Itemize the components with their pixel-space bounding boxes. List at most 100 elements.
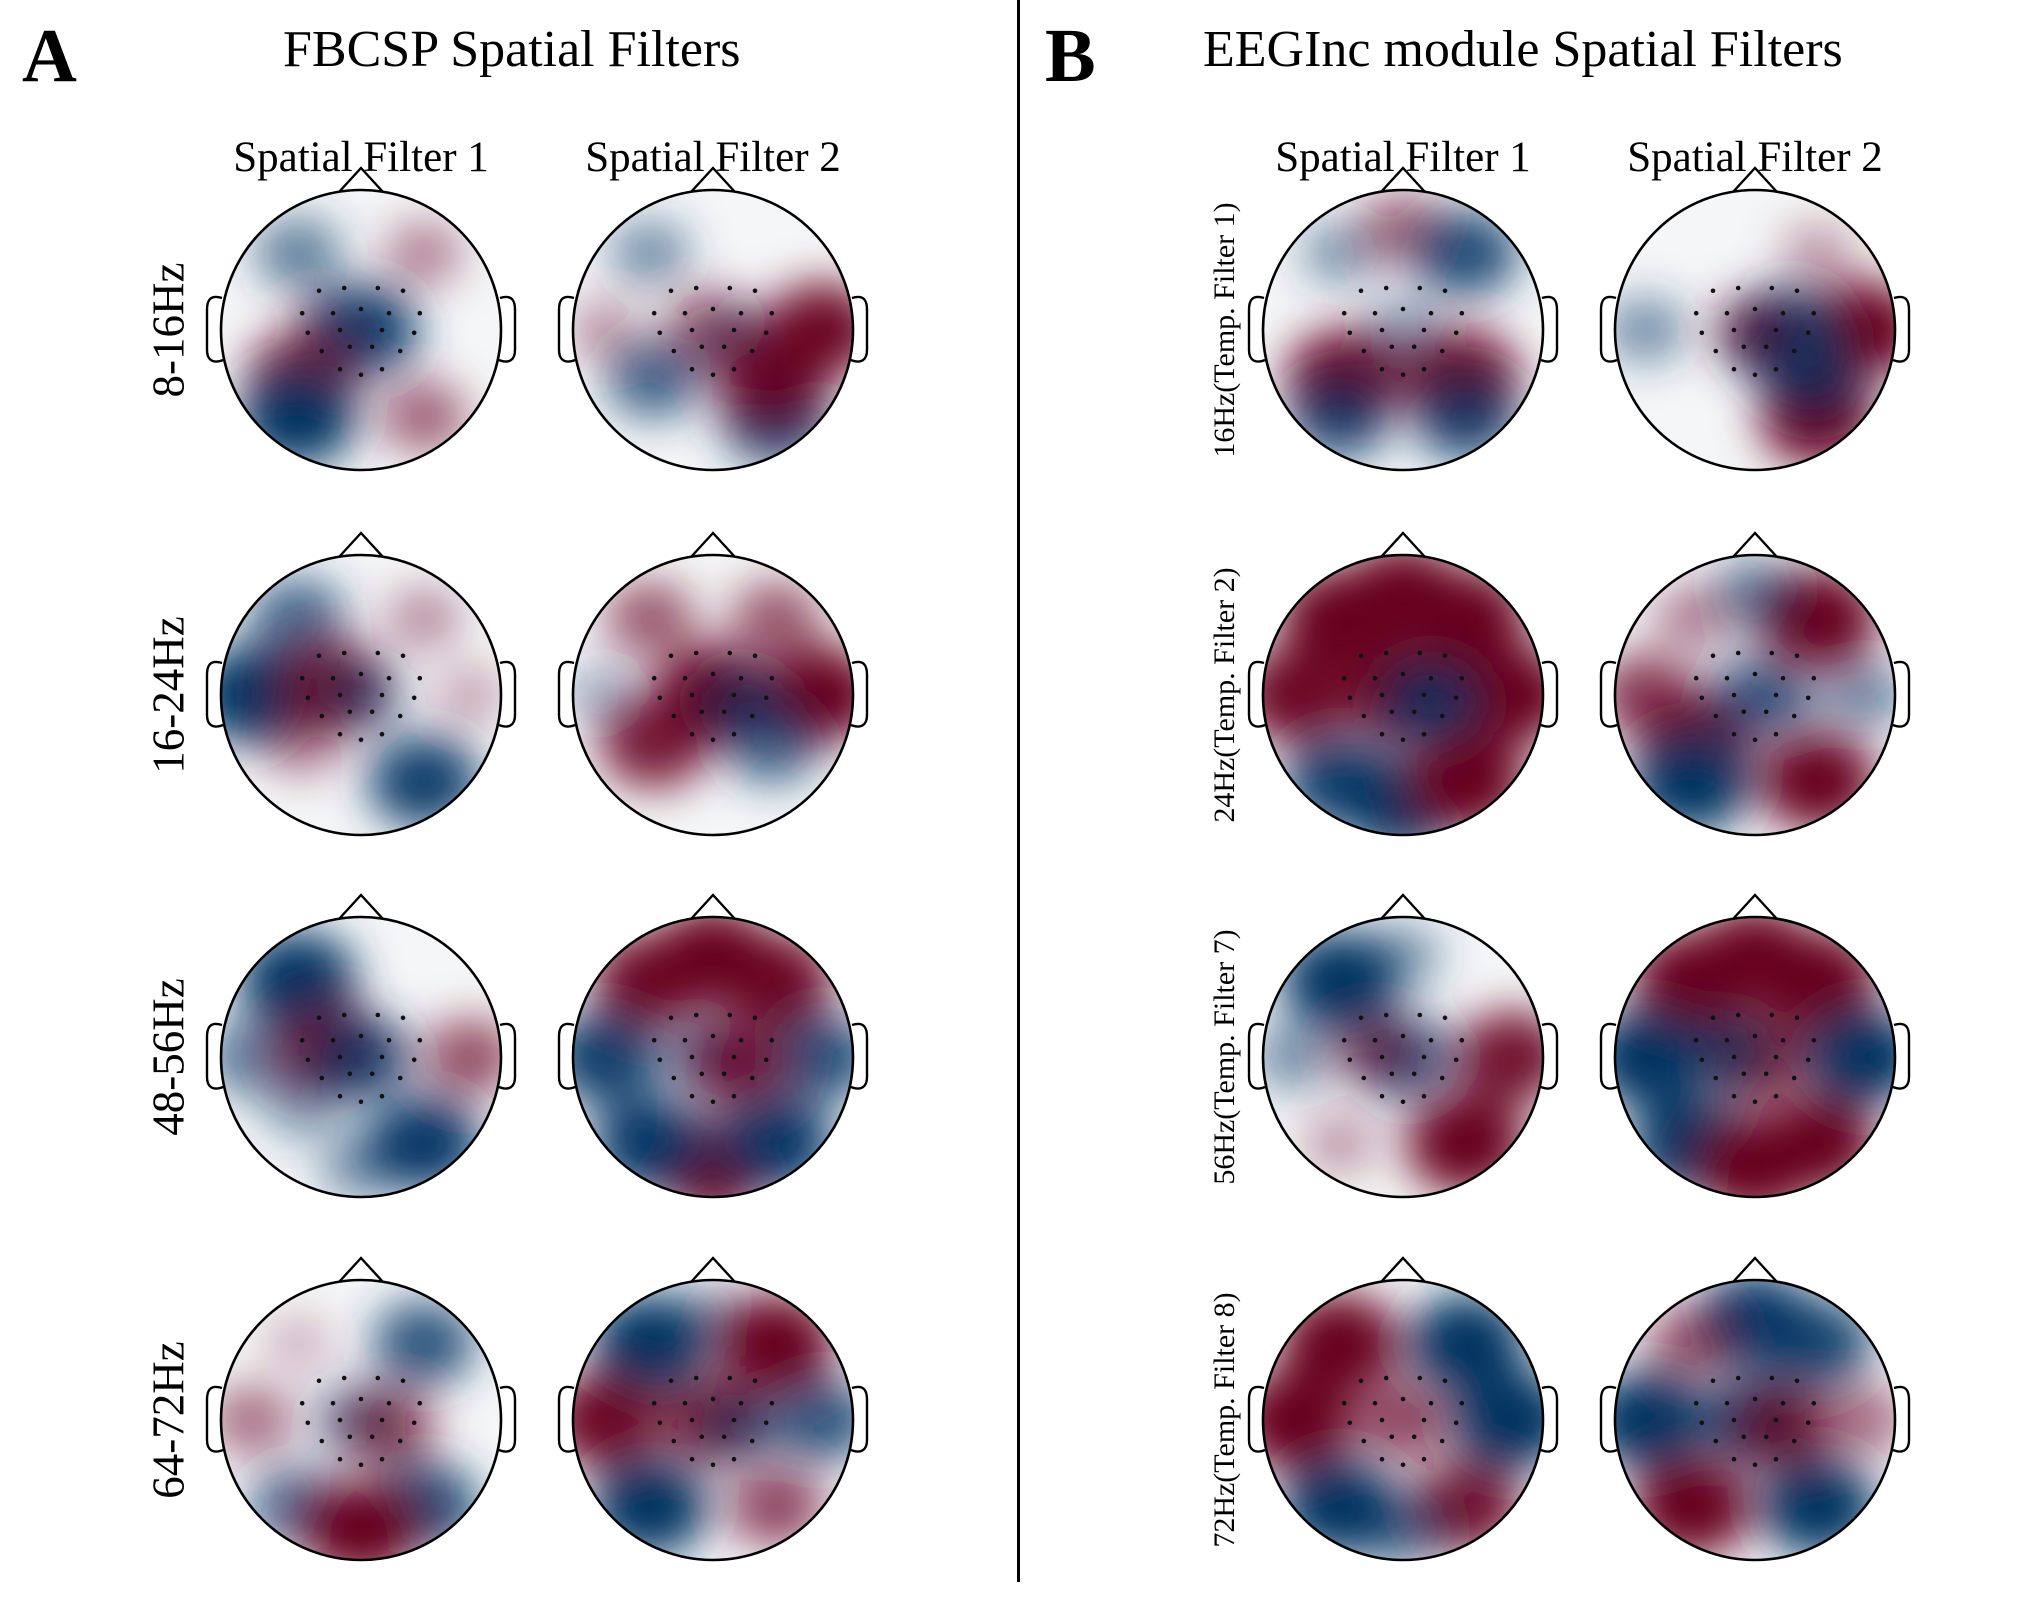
positive-activation-region — [1759, 1095, 1877, 1193]
electrode-dot — [1773, 1417, 1779, 1423]
panel-b-title: EEGInc module Spatial Filters — [1203, 21, 1843, 78]
electrode-dot — [1411, 709, 1417, 715]
electrode-dot — [752, 1378, 758, 1384]
negative-activation-region — [254, 217, 342, 289]
positive-activation-region — [385, 221, 463, 285]
electrode-dot — [1411, 1071, 1417, 1077]
electrode-dot — [1361, 1075, 1367, 1081]
head-nose — [1380, 166, 1426, 193]
electrode-dot — [710, 671, 716, 677]
electrode-dot — [1372, 1037, 1378, 1043]
electrode-dot — [693, 1012, 699, 1018]
electrode-dot — [689, 366, 695, 372]
electrode-dot — [1383, 650, 1389, 656]
negative-activation-region — [263, 1074, 342, 1138]
electrode-dot — [347, 344, 353, 350]
head-ear-left — [205, 1022, 224, 1090]
head-nose — [1732, 531, 1778, 558]
electrode-dot — [1735, 1375, 1741, 1381]
positive-activation-region — [1713, 295, 1797, 365]
electrode-dot — [1389, 709, 1395, 715]
panel-b-topomap-r2-c1 — [1247, 531, 1559, 837]
negative-activation-region — [250, 578, 346, 658]
panel-a-topomap-r2-c1 — [205, 531, 517, 837]
electrode-dot — [1421, 366, 1427, 372]
electrode-dot — [763, 1057, 769, 1063]
negative-activation-region — [239, 368, 357, 466]
electrode-dot — [1379, 327, 1385, 333]
electrode-dot — [738, 1400, 744, 1406]
electrode-dot — [1791, 348, 1797, 354]
electrode-dot — [1791, 1438, 1797, 1444]
electrode-dot — [1442, 653, 1448, 659]
electrode-dot — [299, 310, 305, 316]
head-nose — [1380, 893, 1426, 920]
electrode-dot — [699, 1071, 705, 1077]
head-ear-right — [850, 660, 869, 728]
electrode-dot — [1358, 288, 1364, 294]
positive-activation-region — [717, 1294, 835, 1392]
panel-a-topomap-r4-c1 — [205, 1256, 517, 1562]
electrode-dot — [1379, 1093, 1385, 1099]
negative-activation-region — [1759, 1458, 1877, 1556]
head-nose — [1732, 893, 1778, 920]
positive-activation-region — [719, 932, 833, 1028]
electrode-dot — [1383, 1012, 1389, 1018]
electrode-dot — [1361, 348, 1367, 354]
electrode-dot — [1421, 1417, 1427, 1423]
electrode-dot — [1713, 1075, 1719, 1081]
electrode-dot — [1780, 1037, 1786, 1043]
head-nose — [690, 166, 736, 193]
electrode-dot — [1773, 692, 1779, 698]
electrode-dot — [1794, 653, 1800, 659]
electrode-dot — [397, 348, 403, 354]
electrode-dot — [1805, 330, 1811, 336]
positive-activation-region — [1355, 1380, 1451, 1460]
electrode-dot — [1710, 1015, 1716, 1021]
positive-activation-region — [1280, 568, 1400, 668]
electrode-dot — [1811, 1400, 1817, 1406]
electrode-dot — [386, 310, 392, 316]
electrode-dot — [1693, 310, 1699, 316]
electrode-dot — [1752, 1099, 1758, 1105]
electrode-dot — [752, 1015, 758, 1021]
negative-activation-region — [1289, 374, 1391, 459]
electrode-dot — [1379, 366, 1385, 372]
head-ear-left — [1599, 660, 1618, 728]
head-ear-left — [557, 1385, 576, 1453]
electrode-dot — [1372, 310, 1378, 316]
electrode-dot — [319, 1075, 325, 1081]
electrode-dot — [319, 1438, 325, 1444]
electrode-dot — [1421, 327, 1427, 333]
electrode-dot — [731, 1093, 737, 1099]
electrode-dot — [358, 372, 364, 378]
panel-b-letter: B — [1045, 14, 1096, 98]
electrode-dot — [1453, 330, 1459, 336]
electrode-dot — [341, 1375, 347, 1381]
head-ear-right — [498, 1385, 517, 1453]
head-outline — [219, 553, 503, 837]
negative-activation-region — [1805, 1008, 1895, 1106]
electrode-dot — [1400, 671, 1406, 677]
electrode-dot — [1794, 288, 1800, 294]
electrode-dot — [1769, 1375, 1775, 1381]
electrode-dot — [299, 1400, 305, 1406]
negative-activation-region — [368, 735, 480, 828]
electrode-dot — [337, 1093, 343, 1099]
electrode-dot — [1791, 713, 1797, 719]
electrode-dot — [731, 327, 737, 333]
electrode-dot — [721, 1434, 727, 1440]
positive-activation-region — [1406, 1093, 1526, 1194]
electrode-dot — [1699, 1057, 1705, 1063]
electrode-dot — [305, 1420, 311, 1426]
electrode-dot — [671, 1438, 677, 1444]
electrode-dot — [369, 709, 375, 715]
positive-activation-region — [342, 1388, 436, 1466]
electrode-dot — [731, 1417, 737, 1423]
electrode-dot — [693, 1375, 699, 1381]
electrode-dot — [651, 310, 657, 316]
positive-activation-region — [690, 1021, 792, 1107]
electrode-dot — [710, 1033, 716, 1039]
head-ear-right — [498, 1022, 517, 1090]
electrode-dot — [400, 288, 406, 294]
